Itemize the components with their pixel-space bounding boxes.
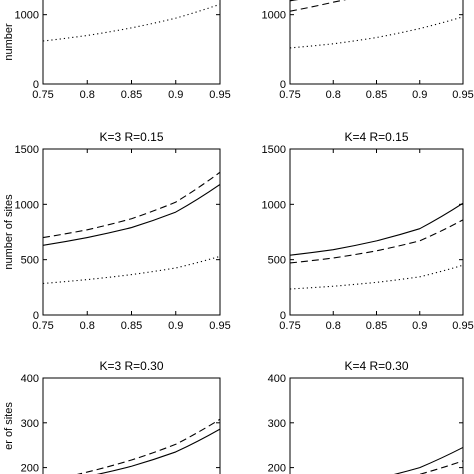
chart-title: K=4 R=0.15 [344, 130, 408, 144]
y-axis-label: number [3, 23, 15, 61]
series-line-dotted [290, 264, 463, 290]
x-tick-label: 0.85 [366, 320, 387, 332]
y-tick-label: 400 [268, 373, 286, 385]
series-line-solid [393, 446, 463, 474]
y-axis-label: number of sites [3, 194, 15, 270]
x-tick-label: 0.75 [32, 320, 53, 332]
x-tick-label: 0.9 [168, 320, 183, 332]
plot-frame [42, 0, 221, 85]
x-tick-label: 0.85 [366, 89, 387, 101]
series-line-solid [290, 0, 299, 2]
y-tick-label: 500 [268, 255, 286, 267]
y-tick-label: 1000 [15, 199, 39, 211]
y-tick-label: 0 [280, 310, 286, 322]
y-tick-label: 400 [21, 373, 39, 385]
x-tick-label: 0.85 [121, 89, 142, 101]
x-tick-label: 0.95 [452, 89, 473, 101]
plot-frame [289, 0, 464, 85]
x-tick-label: 0.85 [121, 320, 142, 332]
y-axis-label: er of sites [3, 402, 15, 450]
y-tick-label: 1000 [262, 199, 286, 211]
x-tick-label: 0.8 [80, 89, 95, 101]
series-line-dashed [43, 171, 220, 239]
x-tick-label: 0.9 [412, 320, 427, 332]
x-tick-label: 0.75 [279, 320, 300, 332]
chart-title: K=3 R=0.30 [99, 359, 163, 373]
y-tick-label: 300 [268, 418, 286, 430]
x-tick-label: 0.8 [80, 320, 95, 332]
plot-frame [42, 148, 221, 316]
series-line-dashed [290, 0, 347, 12]
x-tick-label: 0.75 [32, 89, 53, 101]
x-tick-label: 0.75 [279, 89, 300, 101]
y-tick-label: 0 [280, 79, 286, 91]
y-tick-label: 300 [21, 418, 39, 430]
y-tick-label: 1500 [15, 144, 39, 156]
chart-panel-5: 200 300 400 K=3 R=0.30 er of sites [3, 359, 221, 474]
chart-panel-2: 0.75 0.8 0.85 0.9 0.95 0 1000 [262, 0, 474, 101]
x-tick-label: 0.9 [412, 89, 427, 101]
plot-frame [289, 148, 464, 316]
plot-frame [289, 377, 464, 474]
chart-panel-4: 0.75 0.8 0.85 0.9 0.95 0 500 1000 1500 K=4 R=0.15 [262, 130, 474, 332]
y-tick-label: 1500 [262, 144, 286, 156]
x-tick-label: 0.95 [452, 320, 473, 332]
x-tick-label: 0.9 [168, 89, 183, 101]
y-tick-label: 0 [33, 310, 39, 322]
y-tick-label: 200 [268, 463, 286, 474]
chart-panel-3: 0.75 0.8 0.85 0.9 0.95 0 500 1000 1500 K=3 R=0.15… [3, 130, 231, 332]
x-tick-label: 0.95 [209, 89, 230, 101]
x-tick-label: 0.8 [326, 320, 341, 332]
series-line-dotted [43, 3, 220, 42]
y-tick-label: 1000 [262, 10, 286, 22]
series-line-dotted [43, 255, 220, 285]
y-tick-label: 500 [21, 255, 39, 267]
chart-title: K=3 R=0.15 [99, 130, 163, 144]
y-tick-label: 0 [33, 79, 39, 91]
y-tick-label: 1000 [15, 10, 39, 22]
series-line-solid [96, 428, 220, 474]
series-line-solid [290, 202, 463, 256]
plot-frame [42, 377, 221, 474]
series-line-dotted [290, 16, 463, 49]
series-line-dashed [76, 418, 220, 474]
chart-title: K=4 R=0.30 [344, 359, 408, 373]
chart-panel-6: 200 300 400 K=4 R=0.30 [268, 359, 464, 474]
x-tick-label: 0.95 [209, 320, 230, 332]
series-line-solid [43, 183, 220, 246]
series-line-dashed [290, 219, 463, 264]
x-tick-label: 0.8 [326, 89, 341, 101]
y-tick-label: 200 [21, 463, 39, 474]
series-line-dashed [418, 460, 463, 474]
